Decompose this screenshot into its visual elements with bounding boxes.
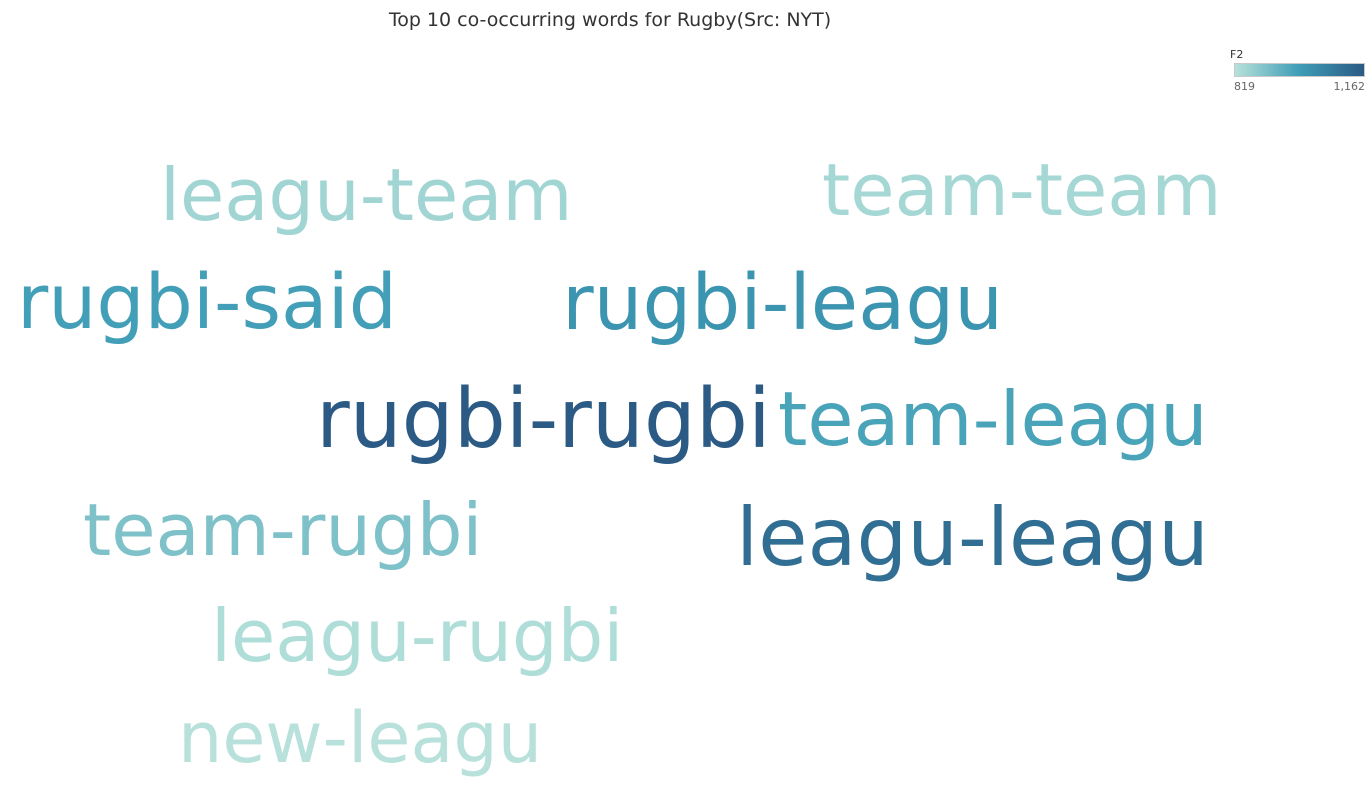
word-rugbi-leagu: rugbi-leagu	[562, 259, 1004, 348]
legend-max-label: 1,162	[1333, 80, 1366, 93]
word-leagu-rugbi: leagu-rugbi	[211, 594, 624, 678]
legend-title: F2	[1230, 48, 1244, 61]
word-team-team: team-team	[822, 148, 1222, 232]
word-rugbi-rugbi: rugbi-rugbi	[316, 372, 771, 467]
word-new-leagu: new-leagu	[178, 697, 543, 779]
word-team-leagu: team-leagu	[778, 375, 1208, 463]
word-team-rugbi: team-rugbi	[83, 488, 483, 572]
word-leagu-team: leagu-team	[160, 153, 573, 237]
word-rugbi-said: rugbi-said	[17, 257, 397, 346]
color-legend: F2 819 1,162	[1230, 48, 1366, 96]
word-leagu-leagu: leagu-leagu	[736, 491, 1209, 584]
legend-min-label: 819	[1234, 80, 1255, 93]
legend-labels: 819 1,162	[1230, 80, 1366, 96]
legend-gradient-bar	[1234, 63, 1365, 77]
chart-title: Top 10 co-occurring words for Rugby(Src:…	[388, 9, 832, 31]
